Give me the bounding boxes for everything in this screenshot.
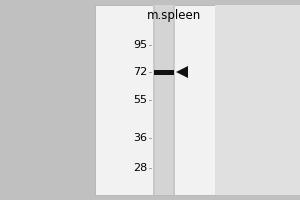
Bar xyxy=(153,5,175,195)
Text: 55: 55 xyxy=(133,95,147,105)
Text: m.spleen: m.spleen xyxy=(147,9,201,22)
Polygon shape xyxy=(176,66,188,78)
Bar xyxy=(95,5,215,195)
Bar xyxy=(154,70,174,74)
Bar xyxy=(155,5,173,195)
Text: 95: 95 xyxy=(133,40,147,50)
Bar xyxy=(215,5,300,195)
Text: 36: 36 xyxy=(133,133,147,143)
Text: 28: 28 xyxy=(133,163,147,173)
Text: 72: 72 xyxy=(133,67,147,77)
